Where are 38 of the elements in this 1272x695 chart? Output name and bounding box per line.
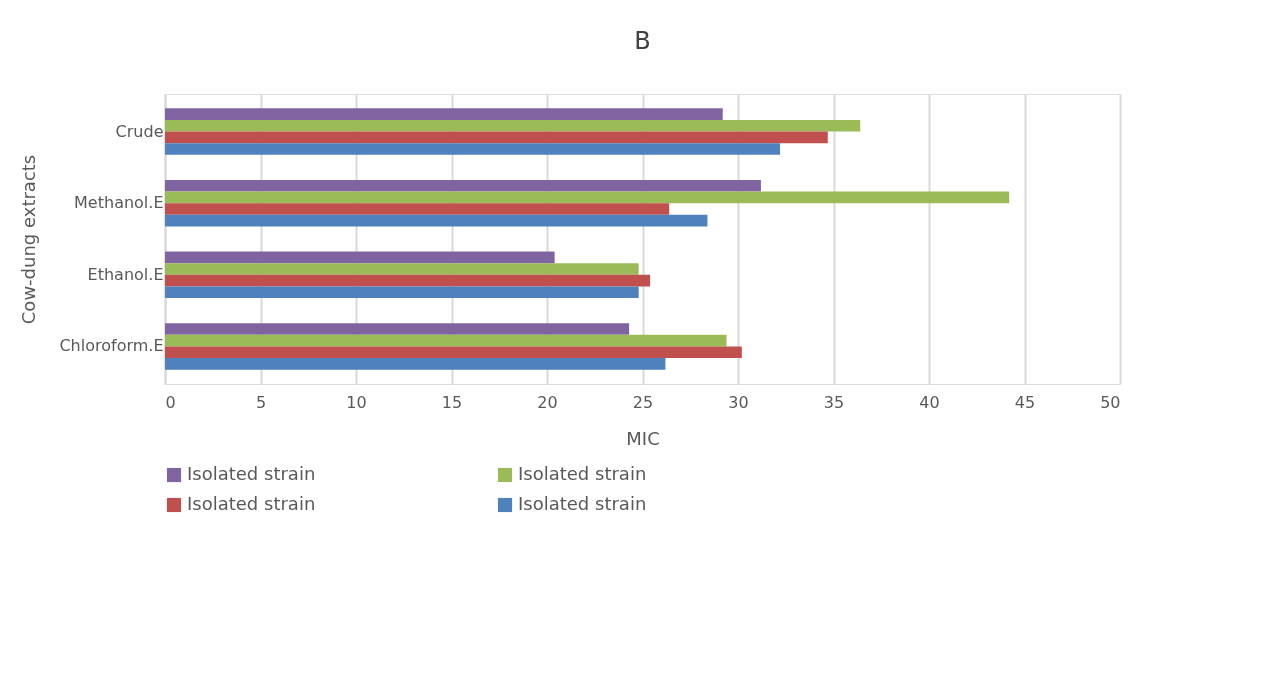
bar — [165, 131, 828, 144]
x-tick-label: 0 — [165, 392, 176, 412]
legend-label: Isolated strain — [187, 463, 316, 484]
legend-label: Isolated strain — [518, 493, 647, 514]
x-tick-label: 40 — [919, 392, 940, 412]
bar — [165, 203, 670, 215]
legend-label: Isolated strain — [187, 493, 316, 514]
bar — [165, 323, 630, 335]
x-tick-label: 20 — [537, 392, 558, 412]
y-tick-label: Chloroform.E — [59, 336, 164, 356]
bar — [165, 274, 651, 287]
y-tick-label: Crude — [115, 121, 164, 141]
x-tick-label: 30 — [728, 392, 749, 412]
x-tick-label: 15 — [441, 392, 463, 412]
legend-label: Isolated strain — [518, 463, 647, 484]
bar — [165, 346, 742, 359]
bar — [165, 179, 761, 192]
y-tick-label: Ethanol.E — [87, 264, 164, 284]
bar — [165, 263, 639, 275]
bar — [165, 251, 555, 264]
y-axis-title: Cow-dung extracts — [18, 154, 40, 325]
bar — [165, 191, 1010, 204]
x-tick-label: 45 — [1014, 392, 1036, 412]
chart-title: B — [634, 27, 651, 55]
x-tick-label: 10 — [346, 392, 367, 412]
bar — [165, 358, 666, 370]
x-tick-label: 35 — [823, 392, 845, 412]
x-tick-label: 25 — [632, 392, 654, 412]
bar — [165, 108, 723, 120]
bar — [165, 119, 861, 132]
bar — [165, 286, 639, 299]
y-tick-label: Methanol.E — [74, 193, 164, 213]
bar — [165, 214, 708, 227]
bar — [165, 143, 781, 155]
x-tick-label: 5 — [255, 392, 267, 412]
x-tick-label: 50 — [1100, 392, 1121, 412]
bar — [165, 334, 727, 347]
x-axis-title: MIC — [626, 427, 660, 449]
